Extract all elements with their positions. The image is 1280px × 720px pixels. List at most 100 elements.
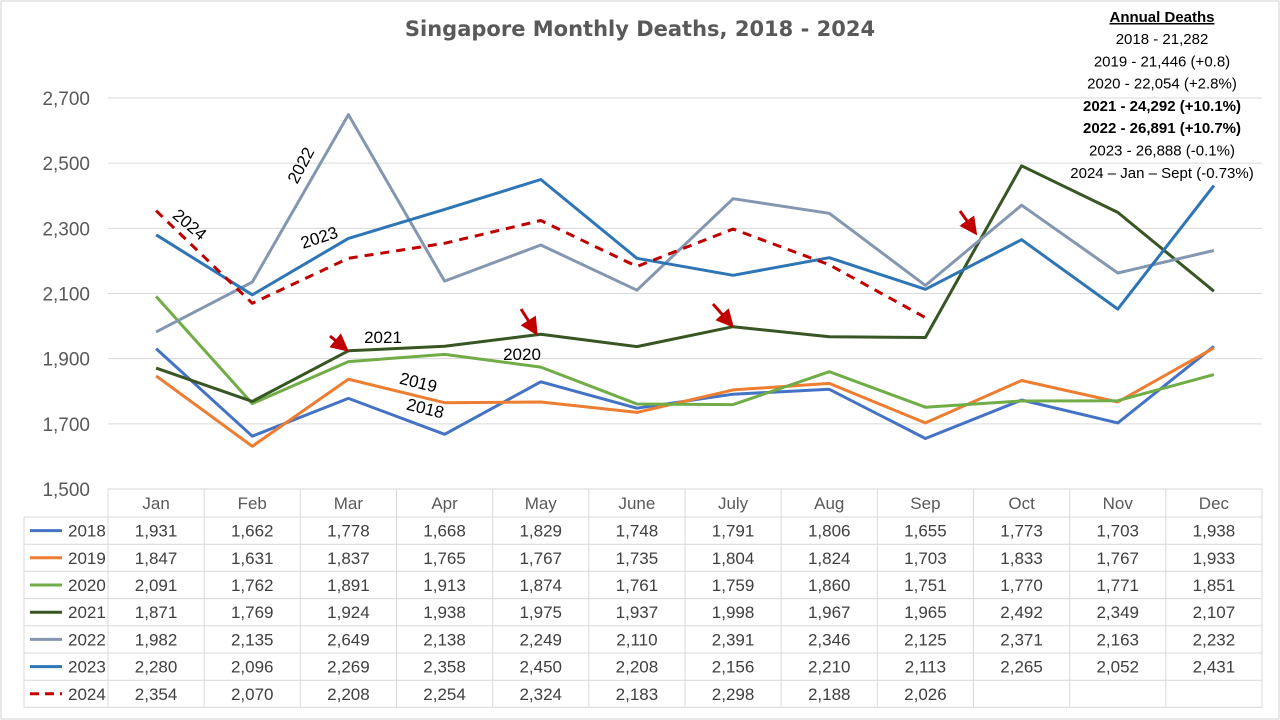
y-tick-label: 1,900 xyxy=(42,350,90,371)
legend-label-2024: 2024 xyxy=(68,685,106,704)
table-cell: 1,938 xyxy=(423,603,466,622)
table-cell: 1,631 xyxy=(231,549,274,568)
legend-label-2018: 2018 xyxy=(68,522,106,541)
table-cell: 2,254 xyxy=(423,685,466,704)
category-label: Dec xyxy=(1199,494,1230,513)
table-cell: 2,431 xyxy=(1193,658,1236,677)
series-line-2021 xyxy=(155,164,1215,403)
table-cell: 2,280 xyxy=(135,658,178,677)
table-cell: 1,871 xyxy=(135,603,178,622)
table-cell: 2,113 xyxy=(905,658,946,677)
table-cell: 2,208 xyxy=(616,658,659,677)
table-cell: 1,770 xyxy=(1000,576,1043,595)
table-cell: 2,492 xyxy=(1000,603,1043,622)
category-label: Nov xyxy=(1103,494,1134,513)
table-cell: 1,767 xyxy=(519,549,562,568)
table-cell: 2,269 xyxy=(327,658,370,677)
series-line-2022 xyxy=(155,113,1215,334)
table-cell: 2,156 xyxy=(712,658,755,677)
y-tick-label: 1,500 xyxy=(42,480,90,501)
table-cell: 1,703 xyxy=(904,549,947,568)
table-cell: 1,982 xyxy=(135,630,178,649)
table-cell: 2,163 xyxy=(1096,630,1139,649)
category-label: Feb xyxy=(238,494,267,513)
legend-label-2023: 2023 xyxy=(68,658,106,677)
table-cell: 1,938 xyxy=(1193,522,1236,541)
y-tick-label: 2,100 xyxy=(42,285,90,306)
y-axis: 1,500 1,700 1,900 2,100 2,300 2,500 2,700 xyxy=(42,89,90,501)
table-cell: 2,324 xyxy=(519,685,562,704)
table-cell: 1,824 xyxy=(808,549,851,568)
annual-deaths-line: 2019 - 21,446 (+0.8) xyxy=(1094,53,1230,70)
table-cell: 2,298 xyxy=(712,685,755,704)
table-cell: 2,232 xyxy=(1193,630,1236,649)
table-cell: 2,391 xyxy=(712,630,755,649)
table-cell: 2,125 xyxy=(904,630,947,649)
category-label: Aug xyxy=(814,494,844,513)
category-label: Mar xyxy=(334,494,364,513)
annual-deaths-title: Annual Deaths xyxy=(1109,9,1214,26)
table-cell: 1,937 xyxy=(616,603,659,622)
table-cell: 2,649 xyxy=(327,630,370,649)
table-cell: 1,860 xyxy=(808,576,851,595)
legend-label-2021: 2021 xyxy=(68,603,106,622)
table-cell: 1,771 xyxy=(1096,576,1139,595)
gridlines xyxy=(108,97,1262,425)
table-cell: 2,135 xyxy=(231,630,274,649)
annual-deaths-line: 2022 - 26,891 (+10.7%) xyxy=(1083,120,1241,137)
annual-deaths-line: 2020 - 22,054 (+2.8%) xyxy=(1087,76,1237,93)
table-cell: 1,913 xyxy=(423,576,466,595)
series-line-2020 xyxy=(154,295,1215,409)
table-cell: 1,703 xyxy=(1096,522,1139,541)
annotation-arrows xyxy=(329,210,978,352)
category-label: Jan xyxy=(142,494,169,513)
table-cell: 2,188 xyxy=(808,685,851,704)
table-cell: 2,210 xyxy=(808,658,851,677)
table-cell: 1,806 xyxy=(808,522,851,541)
table-cell: 2,346 xyxy=(808,630,851,649)
table-cell: 1,965 xyxy=(904,603,947,622)
table-cell: 1,931 xyxy=(135,522,178,541)
table-cell: 1,967 xyxy=(808,603,851,622)
legend-label-2020: 2020 xyxy=(68,576,106,595)
series-line-2023 xyxy=(155,178,1216,311)
table-cell: 1,998 xyxy=(712,603,755,622)
series-label-2020: 2020 xyxy=(503,345,541,364)
annotation-arrow xyxy=(958,210,978,236)
series-lines xyxy=(154,113,1216,448)
table-cell: 2,091 xyxy=(135,576,178,595)
table-cell: 1,924 xyxy=(327,603,370,622)
table-cell: 2,249 xyxy=(519,630,562,649)
series-line-2019 xyxy=(155,346,1215,448)
category-label: Oct xyxy=(1008,494,1035,513)
table-cell: 2,052 xyxy=(1096,658,1139,677)
table-cell: 1,748 xyxy=(616,522,659,541)
table-cell: 1,933 xyxy=(1193,549,1236,568)
y-tick-label: 2,700 xyxy=(42,89,90,110)
table-cell: 1,851 xyxy=(1193,576,1236,595)
table-cell: 2,183 xyxy=(616,685,659,704)
table-cell: 2,110 xyxy=(616,630,657,649)
table-cell: 2,450 xyxy=(519,658,562,677)
table-cell: 2,107 xyxy=(1193,603,1236,622)
table-cell: 2,358 xyxy=(423,658,466,677)
legend-label-2022: 2022 xyxy=(68,630,106,649)
table-cell: 1,791 xyxy=(712,522,755,541)
table-cell: 2,138 xyxy=(423,630,466,649)
table-cell: 1,765 xyxy=(423,549,466,568)
table-cell: 1,769 xyxy=(231,603,274,622)
annual-deaths-line: 2023 - 26,888 (-0.1%) xyxy=(1089,143,1235,160)
table-cell: 1,662 xyxy=(231,522,274,541)
table-cell: 1,833 xyxy=(1000,549,1043,568)
y-tick-label: 2,300 xyxy=(42,219,90,240)
table-cell: 1,762 xyxy=(231,576,274,595)
table-cell: 1,847 xyxy=(135,549,178,568)
y-tick-label: 2,500 xyxy=(42,154,90,175)
table-cell: 2,354 xyxy=(135,685,178,704)
table-cell: 1,767 xyxy=(1096,549,1139,568)
table-cell: 1,655 xyxy=(904,522,947,541)
annual-deaths-line: 2024 – Jan – Sept (-0.73%) xyxy=(1070,165,1253,182)
annotation-arrow xyxy=(329,333,349,352)
